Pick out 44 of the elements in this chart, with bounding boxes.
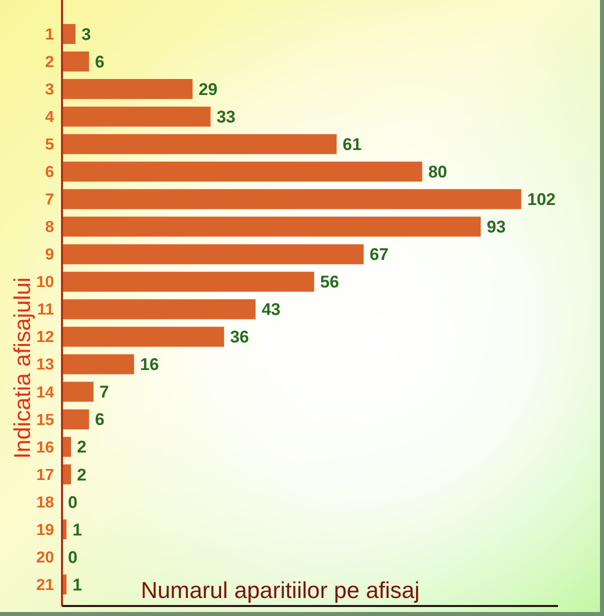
data-label: 43 xyxy=(262,300,281,320)
data-label: 3 xyxy=(82,24,91,44)
y-tick-label: 6 xyxy=(45,164,54,182)
data-label: 61 xyxy=(342,134,362,154)
y-tick-label: 7 xyxy=(45,192,54,209)
y-tick-label: 9 xyxy=(45,246,54,264)
y-tick-label: 8 xyxy=(45,219,54,236)
data-label: 29 xyxy=(198,80,218,99)
x-axis-title: Numarul aparitiilor pe afisaj xyxy=(140,577,420,603)
y-tick-label: 4 xyxy=(45,109,54,126)
y-tick-label: 17 xyxy=(36,466,54,484)
data-label: 0 xyxy=(68,548,78,567)
data-label: 6 xyxy=(95,410,104,430)
y-tick-label: 11 xyxy=(37,302,54,319)
y-tick-label: 21 xyxy=(36,576,54,594)
y-tick-label: 14 xyxy=(36,384,54,402)
data-label: 80 xyxy=(428,162,448,182)
data-label: 1 xyxy=(72,520,82,540)
y-tick-label: 12 xyxy=(36,329,54,346)
data-label: 102 xyxy=(527,190,556,210)
data-label: 2 xyxy=(77,465,86,484)
data-label: 93 xyxy=(486,218,506,237)
y-tick-label: 16 xyxy=(36,439,54,456)
y-tick-label: 18 xyxy=(36,494,54,512)
data-label: 16 xyxy=(140,355,159,374)
data-label: 1 xyxy=(72,575,82,594)
y-tick-label: 3 xyxy=(45,81,54,98)
y-axis-title: Indicatia afisajului xyxy=(9,277,35,459)
y-tick-label: 10 xyxy=(36,274,54,292)
data-label: 7 xyxy=(100,382,109,402)
y-tick-label: 20 xyxy=(36,549,54,566)
data-label: 33 xyxy=(216,107,236,126)
y-tick-label: 13 xyxy=(36,356,54,374)
data-label: 56 xyxy=(320,272,340,292)
y-tick-label: 15 xyxy=(36,412,54,429)
y-tick-label: 19 xyxy=(36,522,54,539)
data-label: 67 xyxy=(370,245,389,264)
y-tick-label: 2 xyxy=(45,54,54,71)
y-tick-label: 1 xyxy=(45,26,54,44)
y-tick-label: 5 xyxy=(45,136,54,154)
data-label: 2 xyxy=(77,438,86,457)
data-label: 6 xyxy=(95,52,104,72)
data-label: 0 xyxy=(68,492,78,512)
data-label: 36 xyxy=(230,328,250,347)
